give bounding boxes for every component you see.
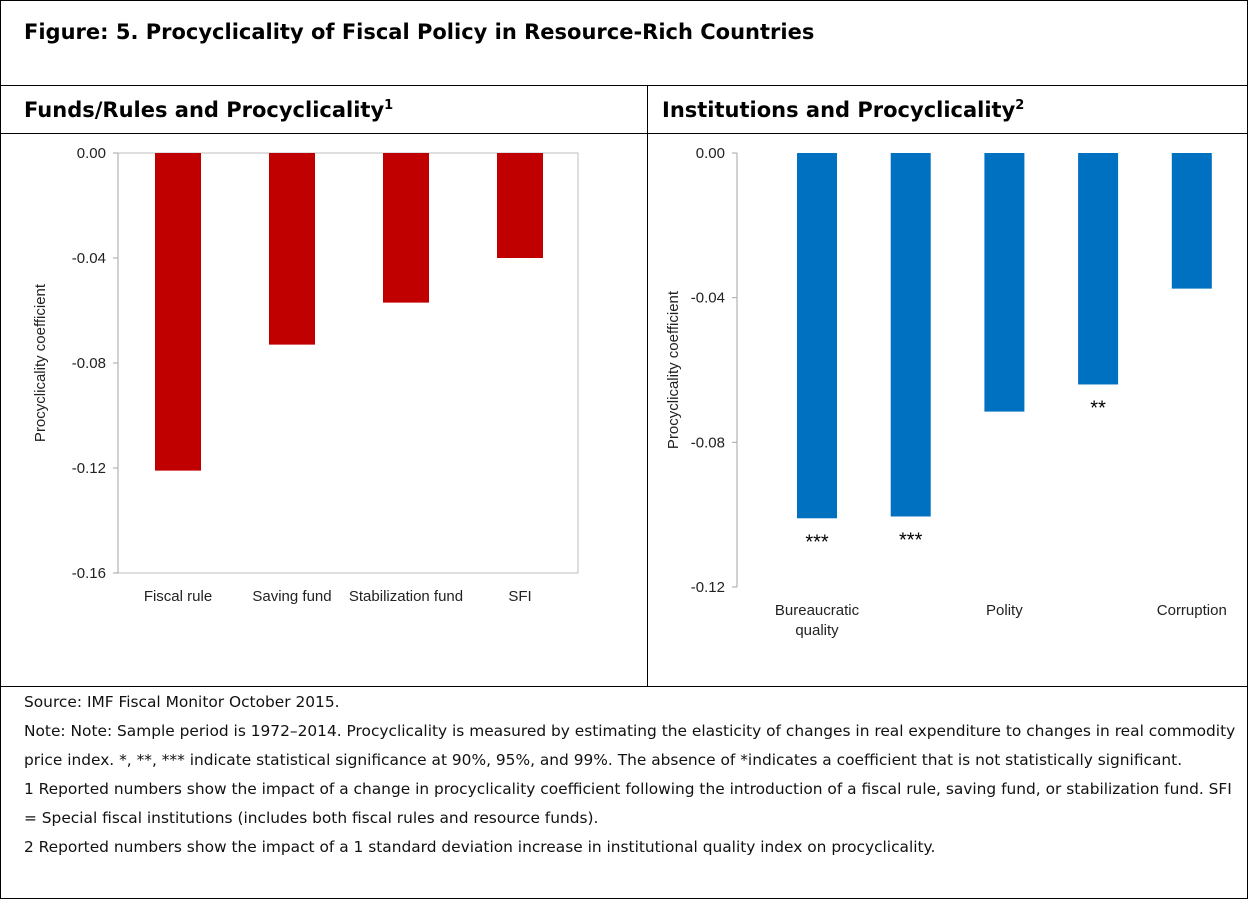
y-tick-label: -0.08 — [691, 434, 725, 451]
panel-title: Institutions and Procyclicality2 — [662, 98, 1024, 122]
panel-title-text: Institutions and Procyclicality — [662, 98, 1016, 122]
note: Note: Note: Sample period is 1972–2014. … — [24, 722, 1236, 769]
y-tick-label: 0.00 — [77, 145, 106, 162]
note: 2 Reported numbers show the impact of a … — [24, 838, 936, 856]
x-tick-label: Polity — [986, 602, 1023, 619]
divider — [647, 85, 648, 687]
y-axis-label: Procyclicality coefficient — [32, 283, 49, 442]
bar — [383, 153, 429, 303]
chart: 0.00 -0.04 -0.08 -0.12 Procyclicality coeffi… — [665, 145, 1227, 639]
significance-label: *** — [899, 529, 923, 551]
significance-label: *** — [805, 531, 829, 553]
figure-title: Figure: 5. Procyclicality of Fiscal Poli… — [24, 20, 815, 44]
y-tick-label: -0.04 — [72, 250, 106, 267]
y-tick-label: -0.16 — [72, 565, 106, 582]
footnote-ref: 1 — [384, 98, 394, 113]
x-tick-label: Corruption — [1156, 602, 1227, 619]
chart: 0.00 -0.04 -0.08 -0.12 -0.16 Procyclicality c… — [32, 145, 579, 605]
y-tick-label: -0.12 — [691, 579, 725, 596]
significance-label: ** — [1090, 397, 1106, 419]
x-tick-label-box: Corruption — [1156, 602, 1227, 619]
notes: Source: IMF Fiscal Monitor October 2015.… — [24, 688, 1246, 862]
bar — [269, 153, 315, 345]
x-tick-label-box: Bureaucratic quality — [774, 602, 860, 639]
y-tick-label: 0.00 — [696, 145, 725, 162]
y-tick-label: -0.08 — [72, 355, 106, 372]
bar — [797, 153, 837, 519]
x-tick-label-box: Stabilization fund — [348, 588, 464, 605]
bar — [890, 153, 931, 517]
x-tick-label-box: Fiscal rule — [143, 588, 213, 605]
x-tick-label-box: SFI — [508, 588, 532, 605]
bar — [1078, 153, 1119, 385]
x-tick-label: SFI — [508, 588, 532, 605]
x-tick-label-box: Polity — [986, 602, 1023, 619]
footnote-ref: 2 — [1015, 98, 1025, 113]
bar — [155, 153, 201, 471]
x-tick-label-box: Saving fund — [252, 588, 332, 605]
bar — [497, 153, 543, 258]
x-tick-label: Bureaucratic quality — [774, 602, 860, 639]
x-tick-label: Saving fund — [252, 588, 332, 605]
bar — [984, 153, 1025, 412]
y-axis-label: Procyclicality coefficient — [665, 290, 682, 449]
source: Source: IMF Fiscal Monitor October 2015. — [24, 693, 340, 711]
note: 1 Reported numbers show the impact of a … — [24, 780, 1232, 827]
x-tick-label: Stabilization fund — [348, 588, 464, 605]
divider — [0, 133, 1248, 134]
y-tick-label: -0.12 — [72, 460, 106, 477]
y-tick-label: -0.04 — [691, 290, 725, 307]
bar — [1171, 153, 1212, 289]
panel-title: Funds/Rules and Procyclicality1 — [24, 98, 393, 122]
x-tick-label: Fiscal rule — [143, 588, 213, 605]
panel-title-text: Funds/Rules and Procyclicality — [24, 98, 385, 122]
